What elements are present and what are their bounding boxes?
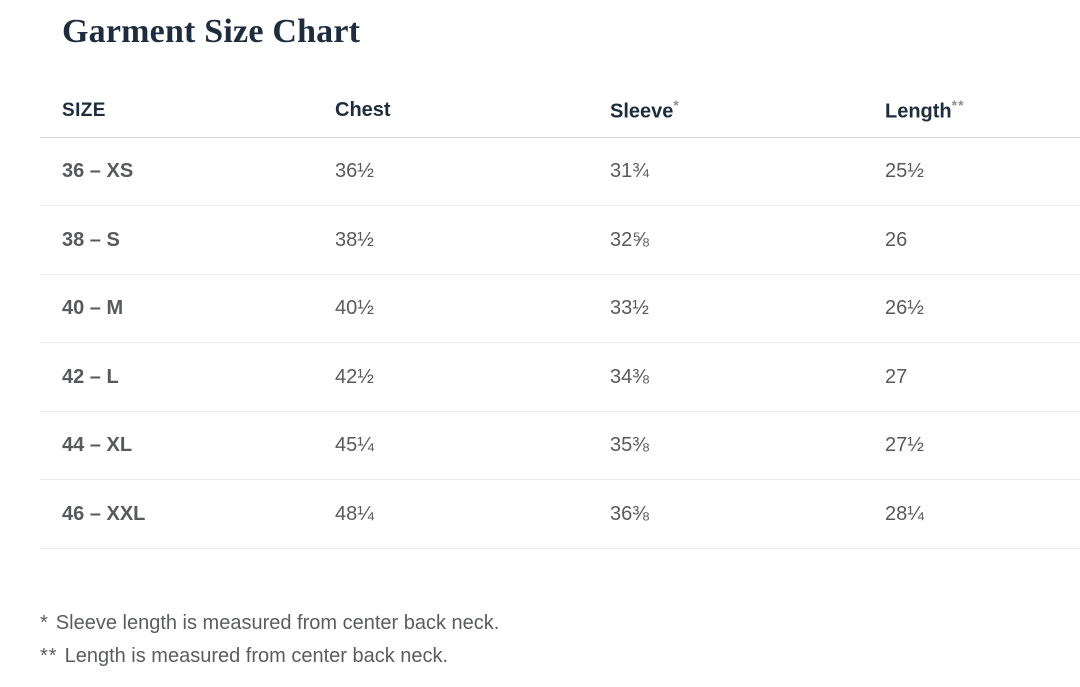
length-cell: 25½	[885, 160, 924, 183]
footnote-text: Sleeve length is measured from center ba…	[55, 611, 500, 634]
sleeve-cell: 34⅜	[610, 365, 649, 388]
sleeve-cell: 32⅝	[610, 228, 649, 251]
header-sleeve-label: Sleeve	[610, 101, 674, 124]
table-row: 46 – XXL 48¼ 36⅜ 28¼	[40, 480, 1080, 549]
chest-cell: 42½	[335, 365, 374, 388]
chest-cell: 36½	[335, 160, 374, 183]
sleeve-footnote-marker: *	[673, 97, 680, 114]
table-row: 38 – S 38½ 32⅝ 26	[40, 206, 1080, 275]
length-cell: 27½	[885, 434, 924, 457]
length-cell: 28¼	[885, 502, 924, 525]
table-row: 42 – L 42½ 34⅜ 27	[40, 343, 1080, 412]
size-cell: 38 – S	[62, 228, 120, 251]
length-cell: 26½	[885, 297, 924, 320]
sleeve-cell: 31¾	[610, 160, 649, 183]
footnote-length: ** Length is measured from center back n…	[40, 640, 1080, 673]
table-header-row: SIZE Chest Sleeve* Length**	[40, 85, 1080, 138]
table-row: 40 – M 40½ 33½ 26½	[40, 275, 1080, 344]
size-cell: 44 – XL	[62, 434, 133, 457]
sleeve-cell: 33½	[610, 297, 649, 320]
footnote-marker: **	[40, 644, 58, 667]
footnote-text: Length is measured from center back neck…	[64, 644, 449, 667]
length-cell: 27	[885, 365, 908, 388]
footnote-marker: *	[40, 611, 49, 634]
length-cell: 26	[885, 228, 908, 251]
header-cell-chest: Chest	[335, 99, 391, 122]
chest-cell: 40½	[335, 297, 374, 320]
sleeve-cell: 36⅜	[610, 502, 649, 525]
footnotes: * Sleeve length is measured from center …	[40, 607, 1080, 673]
page-title: Garment Size Chart	[62, 13, 361, 50]
chest-cell: 38½	[335, 228, 374, 251]
size-cell: 40 – M	[62, 297, 124, 320]
size-cell: 46 – XXL	[62, 502, 146, 525]
size-cell: 42 – L	[62, 365, 119, 388]
sleeve-cell: 35⅜	[610, 434, 649, 457]
length-footnote-marker: **	[951, 97, 965, 114]
footnote-sleeve: * Sleeve length is measured from center …	[40, 607, 1080, 640]
size-cell: 36 – XS	[62, 160, 134, 183]
header-cell-length: Length**	[863, 97, 1080, 124]
table-row: 36 – XS 36½ 31¾ 25½	[40, 138, 1080, 207]
chest-cell: 48¼	[335, 502, 374, 525]
chest-cell: 45¼	[335, 434, 374, 457]
header-cell-sleeve: Sleeve*	[588, 97, 863, 124]
header-cell-size: SIZE	[62, 99, 106, 121]
table-row: 44 – XL 45¼ 35⅜ 27½	[40, 412, 1080, 481]
header-length-label: Length	[885, 101, 952, 124]
size-chart-table: SIZE Chest Sleeve* Length** 36 – XS 36½ …	[40, 85, 1080, 549]
